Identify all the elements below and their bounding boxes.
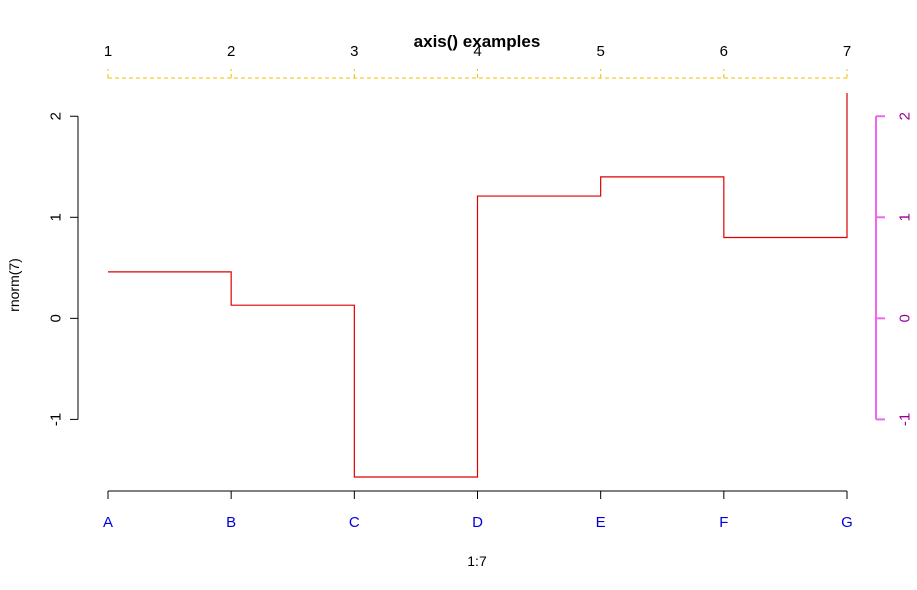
bottom-axis-tick-label: G bbox=[841, 514, 853, 531]
y-axis-label: rnorm(7) bbox=[6, 258, 22, 312]
chart-title: axis() examples bbox=[414, 32, 541, 51]
left-axis-tick-label: 1 bbox=[48, 213, 65, 221]
top-axis-tick-label: 5 bbox=[596, 43, 604, 60]
bottom-axis-tick-label: C bbox=[349, 514, 360, 531]
bottom-axis-tick-label: A bbox=[103, 514, 113, 531]
series-group bbox=[108, 93, 848, 478]
left-axis-tick-label: 0 bbox=[48, 314, 65, 322]
bottom-axis-tick-label: E bbox=[596, 514, 606, 531]
right-axis-tick-label: 2 bbox=[897, 112, 914, 120]
right-axis-tick-label: 0 bbox=[897, 314, 914, 322]
bottom-axis-tick-label: D bbox=[472, 514, 483, 531]
top-axis-tick-label: 3 bbox=[350, 43, 358, 60]
right-axis-tick-label: -1 bbox=[897, 413, 914, 426]
top-axis-tick-label: 7 bbox=[843, 43, 851, 60]
top-axis-tick-label: 1 bbox=[104, 43, 112, 60]
left-axis-tick-label: -1 bbox=[48, 413, 65, 426]
axes-group: A B C D E F G 1 2 3 4 5 6 7 -1 0 1 2 -1 0 1 2 bbox=[48, 43, 914, 531]
left-axis-tick-label: 2 bbox=[48, 112, 65, 120]
x-axis-label: 1:7 bbox=[467, 553, 487, 569]
bottom-axis-tick-label: B bbox=[226, 514, 236, 531]
bottom-axis-tick-label: F bbox=[719, 514, 728, 531]
series-step-line bbox=[108, 93, 848, 478]
right-axis-tick-label: 1 bbox=[897, 213, 914, 221]
top-axis-tick-label: 6 bbox=[720, 43, 728, 60]
top-axis-tick-label: 4 bbox=[473, 43, 481, 60]
top-axis-tick-label: 2 bbox=[227, 43, 235, 60]
